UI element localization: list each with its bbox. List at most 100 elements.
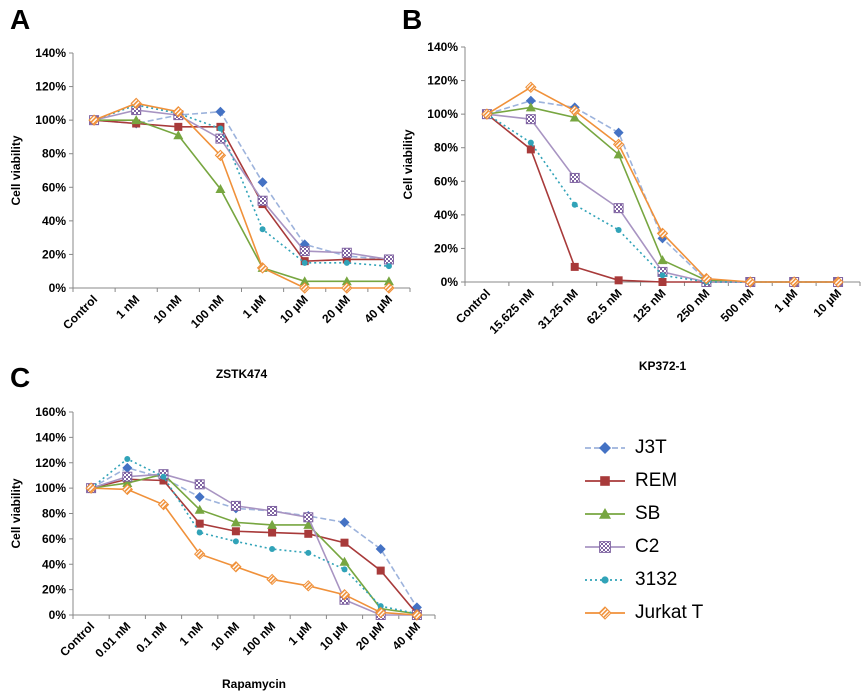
panel-label-a: A — [10, 4, 31, 35]
data-point — [230, 517, 241, 527]
data-point — [266, 573, 278, 586]
data-point — [383, 282, 395, 294]
series-jurkat-t — [85, 482, 423, 621]
y-tick-label: 20% — [434, 241, 458, 255]
x-tick-label: 62.5 nM — [584, 286, 625, 327]
y-tick-label: 80% — [42, 507, 66, 521]
data-point — [374, 606, 387, 619]
data-point — [301, 259, 308, 266]
data-point — [122, 471, 133, 482]
legend-swatch — [585, 441, 625, 454]
data-point — [659, 272, 666, 279]
x-axis-title: Rapamycin — [222, 677, 286, 691]
x-tick-label: 100 nM — [188, 292, 227, 331]
data-point — [299, 246, 310, 257]
data-point — [377, 603, 384, 610]
series-line — [93, 102, 389, 289]
series-line — [486, 86, 839, 283]
x-tick-label: Control — [57, 619, 97, 659]
x-tick-label: 10 nM — [208, 619, 242, 653]
data-point — [525, 95, 536, 106]
data-point — [339, 556, 350, 566]
series-c2 — [89, 105, 394, 265]
y-tick-label: 100% — [427, 107, 458, 121]
data-point — [157, 498, 170, 511]
x-tick-label: 40 µM — [389, 619, 423, 653]
legend-marker — [599, 540, 611, 553]
data-point — [613, 203, 624, 214]
data-point — [615, 226, 622, 233]
x-axis-title: KP372-1 — [639, 359, 687, 373]
series-line — [94, 119, 389, 283]
x-tick-label: 15.625 nM — [486, 286, 536, 336]
data-point — [383, 254, 394, 265]
x-tick-label: 1 nM — [113, 292, 142, 321]
data-point — [302, 580, 315, 592]
data-point — [527, 139, 534, 146]
legend-swatch — [585, 605, 625, 620]
data-point — [88, 114, 100, 126]
series-sb — [481, 102, 844, 286]
y-tick-label: 80% — [434, 141, 458, 155]
data-point — [231, 527, 240, 536]
data-point — [85, 482, 97, 494]
data-point — [194, 479, 205, 490]
y-tick-label: 140% — [35, 46, 66, 60]
series-line — [93, 109, 390, 261]
data-point — [194, 492, 205, 503]
y-tick-label: 40% — [434, 208, 458, 222]
y-tick-label: 20% — [42, 247, 66, 261]
series-line — [91, 487, 417, 616]
legend-marker — [601, 575, 609, 584]
legend-swatch — [585, 475, 625, 486]
y-tick-label: 0% — [441, 275, 459, 289]
data-point — [569, 105, 581, 117]
data-point — [525, 81, 537, 93]
legend-label: REM — [635, 469, 678, 491]
legend-item: C2 — [583, 531, 703, 562]
y-tick-label: 0% — [49, 608, 67, 622]
legend-marker — [598, 605, 612, 620]
y-axis-title: Cell viability — [401, 129, 415, 199]
data-point — [612, 138, 625, 151]
data-point — [124, 455, 131, 462]
data-point — [131, 115, 142, 125]
y-tick-label: 140% — [35, 430, 66, 444]
data-point — [525, 102, 536, 112]
data-point — [376, 566, 385, 575]
data-point — [658, 278, 667, 286]
legend-swatch — [585, 507, 625, 519]
y-tick-label: 80% — [42, 147, 66, 161]
data-point — [526, 145, 535, 154]
data-point — [172, 106, 185, 118]
data-point — [375, 544, 386, 555]
x-tick-label: 10 µM — [277, 292, 311, 326]
x-tick-label: 31.25 nM — [535, 286, 581, 332]
y-tick-label: 160% — [35, 405, 66, 419]
x-tick-label: 0.01 nM — [92, 619, 133, 660]
data-point — [343, 259, 350, 266]
panel-label-b: B — [402, 4, 423, 35]
x-tick-label: 10 µM — [811, 286, 845, 320]
y-tick-label: 20% — [42, 583, 66, 597]
data-point — [525, 114, 536, 125]
panel-label-c: C — [10, 362, 31, 393]
legend-item: REM — [583, 465, 703, 496]
data-point — [195, 519, 204, 528]
data-point — [481, 108, 493, 120]
chart-c: 0% 20% 40% 60% 80% 100% 120% 140% 160% Control0.0… — [9, 405, 436, 691]
data-point — [298, 282, 311, 294]
legend-marker — [600, 475, 610, 486]
x-tick-label: 1 nM — [177, 619, 206, 648]
y-tick-label: 60% — [434, 174, 458, 188]
data-point — [656, 227, 669, 240]
x-tick-label: 20 µM — [353, 619, 387, 653]
data-point — [303, 519, 314, 529]
data-point — [614, 276, 623, 285]
legend-item: Jurkat T — [583, 597, 703, 628]
data-point — [383, 276, 394, 286]
data-point — [341, 247, 352, 258]
data-point — [174, 122, 183, 131]
data-point — [613, 127, 624, 138]
x-tick-label: 40 µM — [361, 292, 395, 326]
